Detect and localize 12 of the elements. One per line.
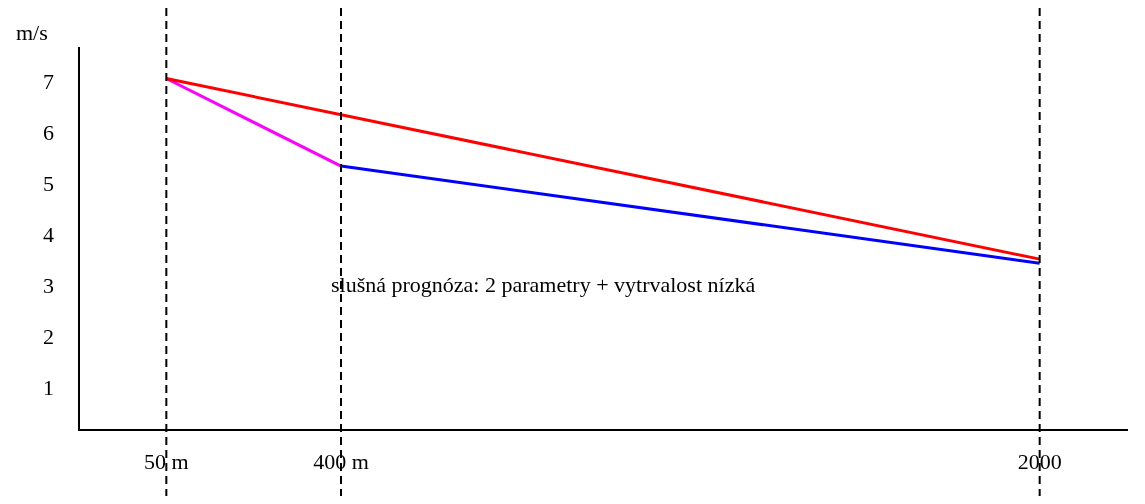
y-tick-label: 2: [43, 323, 54, 349]
y-tick-label: 4: [43, 222, 54, 248]
y-tick-label: 6: [43, 120, 54, 146]
y-tick-label: 5: [43, 171, 54, 197]
y-tick-label: 3: [43, 272, 54, 298]
y-tick-label: 1: [43, 374, 54, 400]
annotation: slušná prognóza: 2 parametry + vytrvalost nízká: [331, 272, 756, 298]
x-tick-label: 2000: [1017, 448, 1062, 474]
y-axis-title: m/s: [16, 20, 48, 45]
y-tick-label: 7: [43, 69, 54, 95]
x-tick-label: 50 m: [144, 448, 189, 474]
x-tick-label: 400 m: [313, 448, 369, 474]
